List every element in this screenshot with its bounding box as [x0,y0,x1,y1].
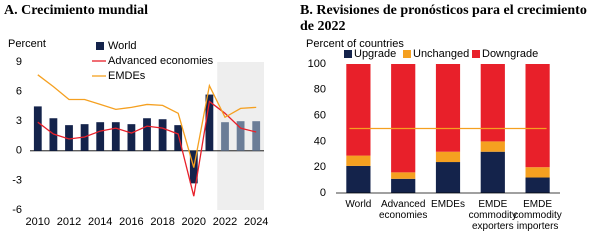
legend-swatch [403,50,411,58]
bar [205,94,214,151]
y-tick-label: 80 [314,84,326,96]
x-tick-label: 2024 [244,216,268,228]
bar [143,118,151,151]
bar [96,122,105,151]
y-tick-label: -3 [12,174,22,186]
y-tick-label: 100 [308,58,326,70]
bar [236,121,245,151]
y-axis-label: Percent [8,38,46,50]
bar [158,119,167,151]
bar [33,106,42,151]
panel-b-title: B. Revisiones de pronósticos para el cre… [300,3,587,34]
figure: A. Crecimiento mundial B. Revisiones de … [4,3,587,232]
bar-segment [346,64,371,156]
line [37,74,257,168]
bar [221,122,229,151]
bar [174,125,183,151]
x-tick-label: World [345,199,372,210]
legend-label: World [108,40,137,52]
bar-segment [391,172,416,179]
x-tick-label: EMDEs [431,199,465,210]
bar-segment [391,64,416,173]
bar-segment [525,167,550,178]
y-tick-label: 60 [314,110,326,122]
bar-segment [435,64,461,152]
y-tick-label: 40 [314,135,326,147]
y-tick-label: 0 [16,145,22,157]
bar-segment [480,141,505,152]
x-tick-label: EMDE commodity exporters [468,199,517,232]
legend-label: Upgrade [354,48,396,60]
x-tick-label: 2010 [26,216,50,228]
bar [252,121,261,151]
legend-swatch [96,42,104,50]
panel-a-title: A. Crecimiento mundial [4,3,149,18]
bar-segment [435,162,461,193]
y-tick-label: 6 [16,86,22,98]
x-tick-label: 2020 [182,216,206,228]
bar-segment [525,64,550,168]
bar [127,124,136,151]
bar-segment [480,151,505,193]
x-tick-label: 2018 [150,216,174,228]
bar-segment [346,165,371,193]
bar-segment [525,177,550,193]
bar-segment [346,155,371,166]
bar [65,125,73,151]
legend-swatch [344,50,352,58]
y-tick-label: 3 [16,115,22,127]
x-tick-label: 2012 [57,216,81,228]
x-tick-label: Advanced economies [379,199,428,221]
line [37,100,257,197]
y-axis-label: Percent of countries [306,38,404,50]
legend-swatch [472,50,480,58]
bar-segment [435,151,461,163]
bar [111,122,120,151]
y-tick-label: 9 [16,56,22,68]
bar-segment [391,178,416,193]
legend-label: EMDEs [108,70,146,82]
x-tick-label: 2014 [88,216,112,228]
legend-label: Advanced economies [108,55,214,67]
x-tick-label: EMDE commodity importers [513,199,562,232]
bar-segment [480,64,505,142]
x-tick-label: 2022 [213,216,237,228]
legend-label: Unchanged [413,48,469,60]
y-tick-label: 20 [314,161,326,173]
y-tick-label: -6 [12,204,22,216]
legend-label: Downgrade [482,48,538,60]
y-tick-label: 0 [320,187,326,199]
x-tick-label: 2016 [119,216,143,228]
